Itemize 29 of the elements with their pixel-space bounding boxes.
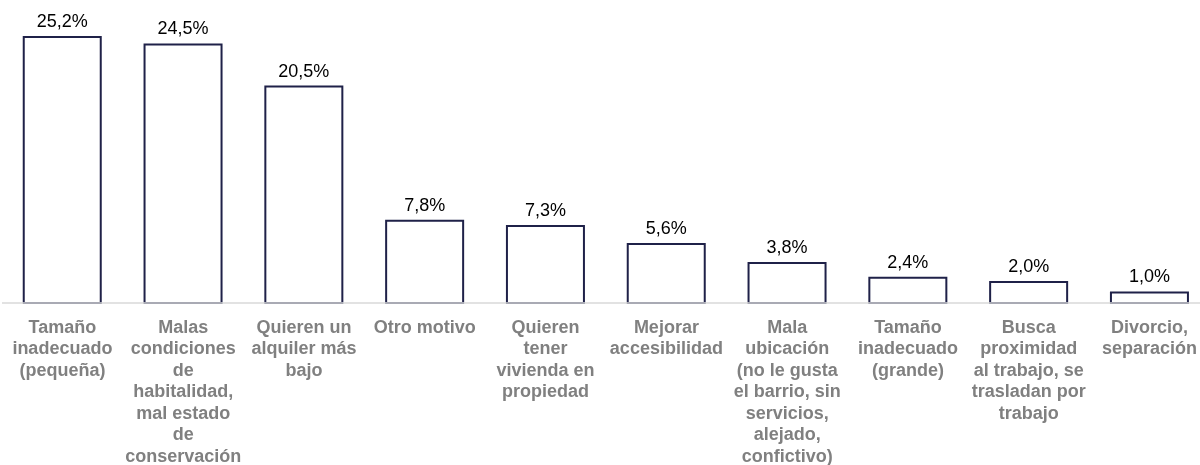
data-label: 5,6% xyxy=(645,217,687,238)
bar xyxy=(22,36,102,304)
data-label: 7,3% xyxy=(524,199,566,220)
bar xyxy=(868,276,948,304)
data-label: 2,4% xyxy=(887,251,929,272)
x-tick-label: Mejorar accesibilidad xyxy=(609,316,723,359)
x-tick-label: Tamaño inadecuado (pequeña) xyxy=(12,316,113,380)
data-label: 7,8% xyxy=(404,194,446,215)
data-label: 25,2% xyxy=(36,11,88,31)
data-label: 1,0% xyxy=(1128,266,1170,287)
x-tick-label: Divorcio, separación xyxy=(1102,316,1198,359)
x-tick-label: Quieren tener vivienda en propiedad xyxy=(496,316,595,402)
bar xyxy=(747,261,827,304)
x-tick-label: Otro motivo xyxy=(373,316,476,337)
x-tick-label: Tamaño inadecuado (grande) xyxy=(857,316,959,380)
data-label: 2,0% xyxy=(1008,255,1050,276)
x-tick-label: Malas condiciones de habitalidad, mal estado de conservación xyxy=(125,316,242,465)
data-label: 20,5% xyxy=(278,60,330,81)
bar xyxy=(989,280,1069,304)
x-tick-label: Mala ubicación (no le gusta el barrio, sin servicios, alejado, confictivo) xyxy=(733,316,841,465)
bar xyxy=(385,219,465,304)
bar xyxy=(505,224,585,304)
x-tick-label: Quieren un alquiler más bajo xyxy=(251,316,357,380)
x-tick-label: Busca proximidad al trabajo, se trasladan por trabajo xyxy=(971,316,1086,423)
bar xyxy=(264,85,344,304)
data-label: 24,5% xyxy=(157,18,209,39)
data-label: 3,8% xyxy=(766,236,808,257)
bar xyxy=(143,43,223,304)
bar xyxy=(626,242,706,304)
